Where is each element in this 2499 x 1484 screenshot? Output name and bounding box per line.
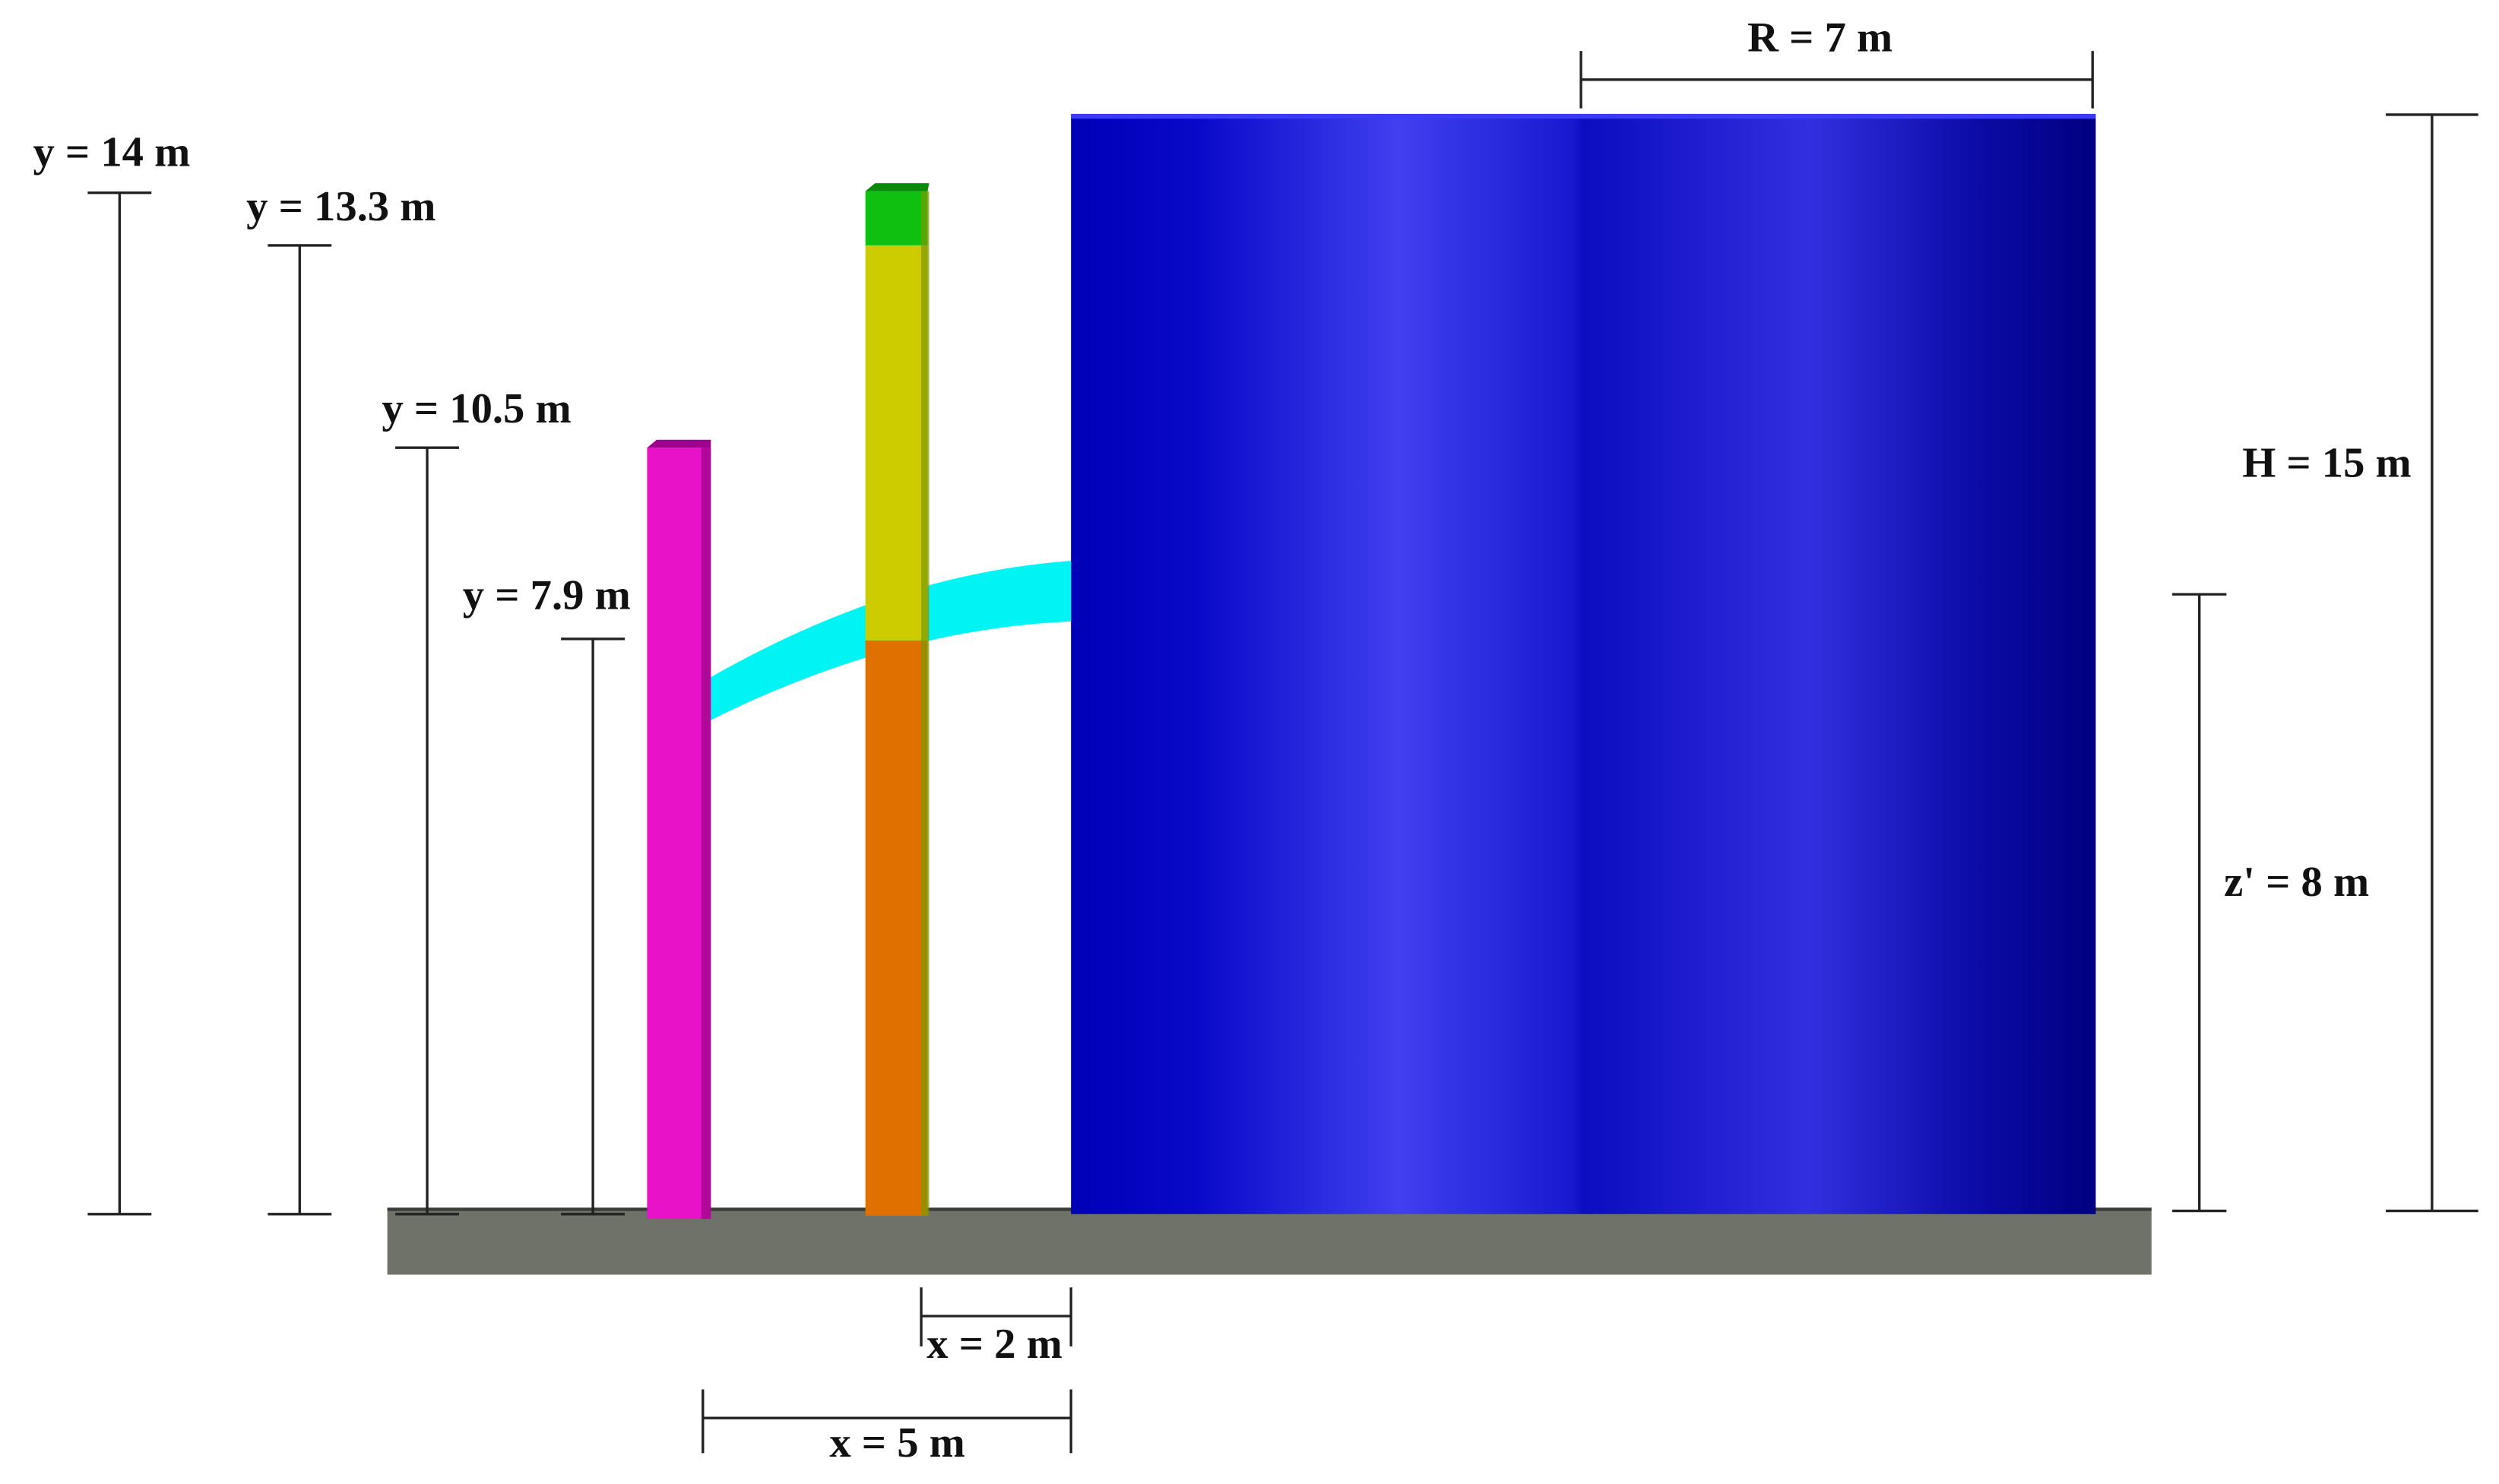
label: z' = 8 m xyxy=(2224,859,2369,906)
label: x = 2 m xyxy=(926,1321,1062,1368)
dim-y7 xyxy=(561,638,626,1216)
dim-x5 xyxy=(702,1389,1072,1454)
dim-y10 xyxy=(395,446,459,1216)
dim-r xyxy=(1579,51,2094,109)
dim-x2 xyxy=(920,1287,1072,1346)
label: y = 14 m xyxy=(33,128,190,176)
dimension-lines xyxy=(87,51,2478,1454)
label: R = 7 m xyxy=(1747,14,1892,62)
dim-h xyxy=(2386,113,2478,1213)
pole-segment-yellow xyxy=(865,245,928,641)
label: y = 13.3 m xyxy=(246,183,436,230)
pole-segment-orange xyxy=(865,640,928,1216)
dim-y14 xyxy=(87,191,152,1216)
pole-magenta-side xyxy=(701,448,711,1220)
pole-side xyxy=(921,191,930,1216)
dim-z xyxy=(2172,593,2227,1213)
pole-top xyxy=(865,183,930,191)
pole-magenta xyxy=(647,448,711,1220)
label: x = 5 m xyxy=(829,1419,964,1467)
label: y = 7.9 m xyxy=(463,571,631,619)
tank xyxy=(1071,114,2096,1214)
pole-magenta-top xyxy=(647,439,711,448)
pole-segment-green xyxy=(865,191,928,245)
label: y = 10.5 m xyxy=(382,385,571,432)
dim-y13 xyxy=(268,244,332,1216)
label: H = 15 m xyxy=(2242,439,2412,486)
